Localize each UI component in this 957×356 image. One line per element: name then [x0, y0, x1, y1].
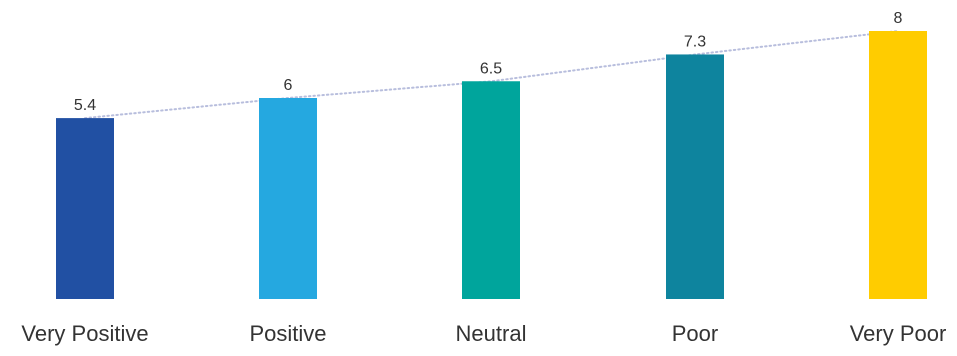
trendline: [84, 30, 899, 120]
value-label: 7.3: [684, 33, 706, 50]
bar-very-positive: [56, 118, 114, 299]
category-label: Very Positive: [21, 321, 148, 346]
category-labels-layer: Very Positive Positive Neutral Poor Very Poo…: [21, 321, 946, 346]
bar-poor: [666, 54, 724, 300]
category-label: Poor: [672, 321, 718, 346]
value-label: 5.4: [74, 97, 96, 114]
bars-layer: [56, 31, 927, 300]
category-label: Neutral: [456, 321, 527, 346]
value-label: 6: [284, 77, 293, 94]
category-label: Very Poor: [850, 321, 947, 346]
bar-positive: [259, 98, 317, 299]
trendline-layer: [84, 30, 899, 120]
category-label: Positive: [249, 321, 326, 346]
bar-very-poor: [869, 31, 927, 299]
value-label: 6.5: [480, 60, 502, 77]
value-labels-layer: 5.4 6 6.5 7.3 8: [74, 10, 903, 114]
bar-neutral: [462, 81, 520, 299]
value-label: 8: [894, 10, 903, 27]
